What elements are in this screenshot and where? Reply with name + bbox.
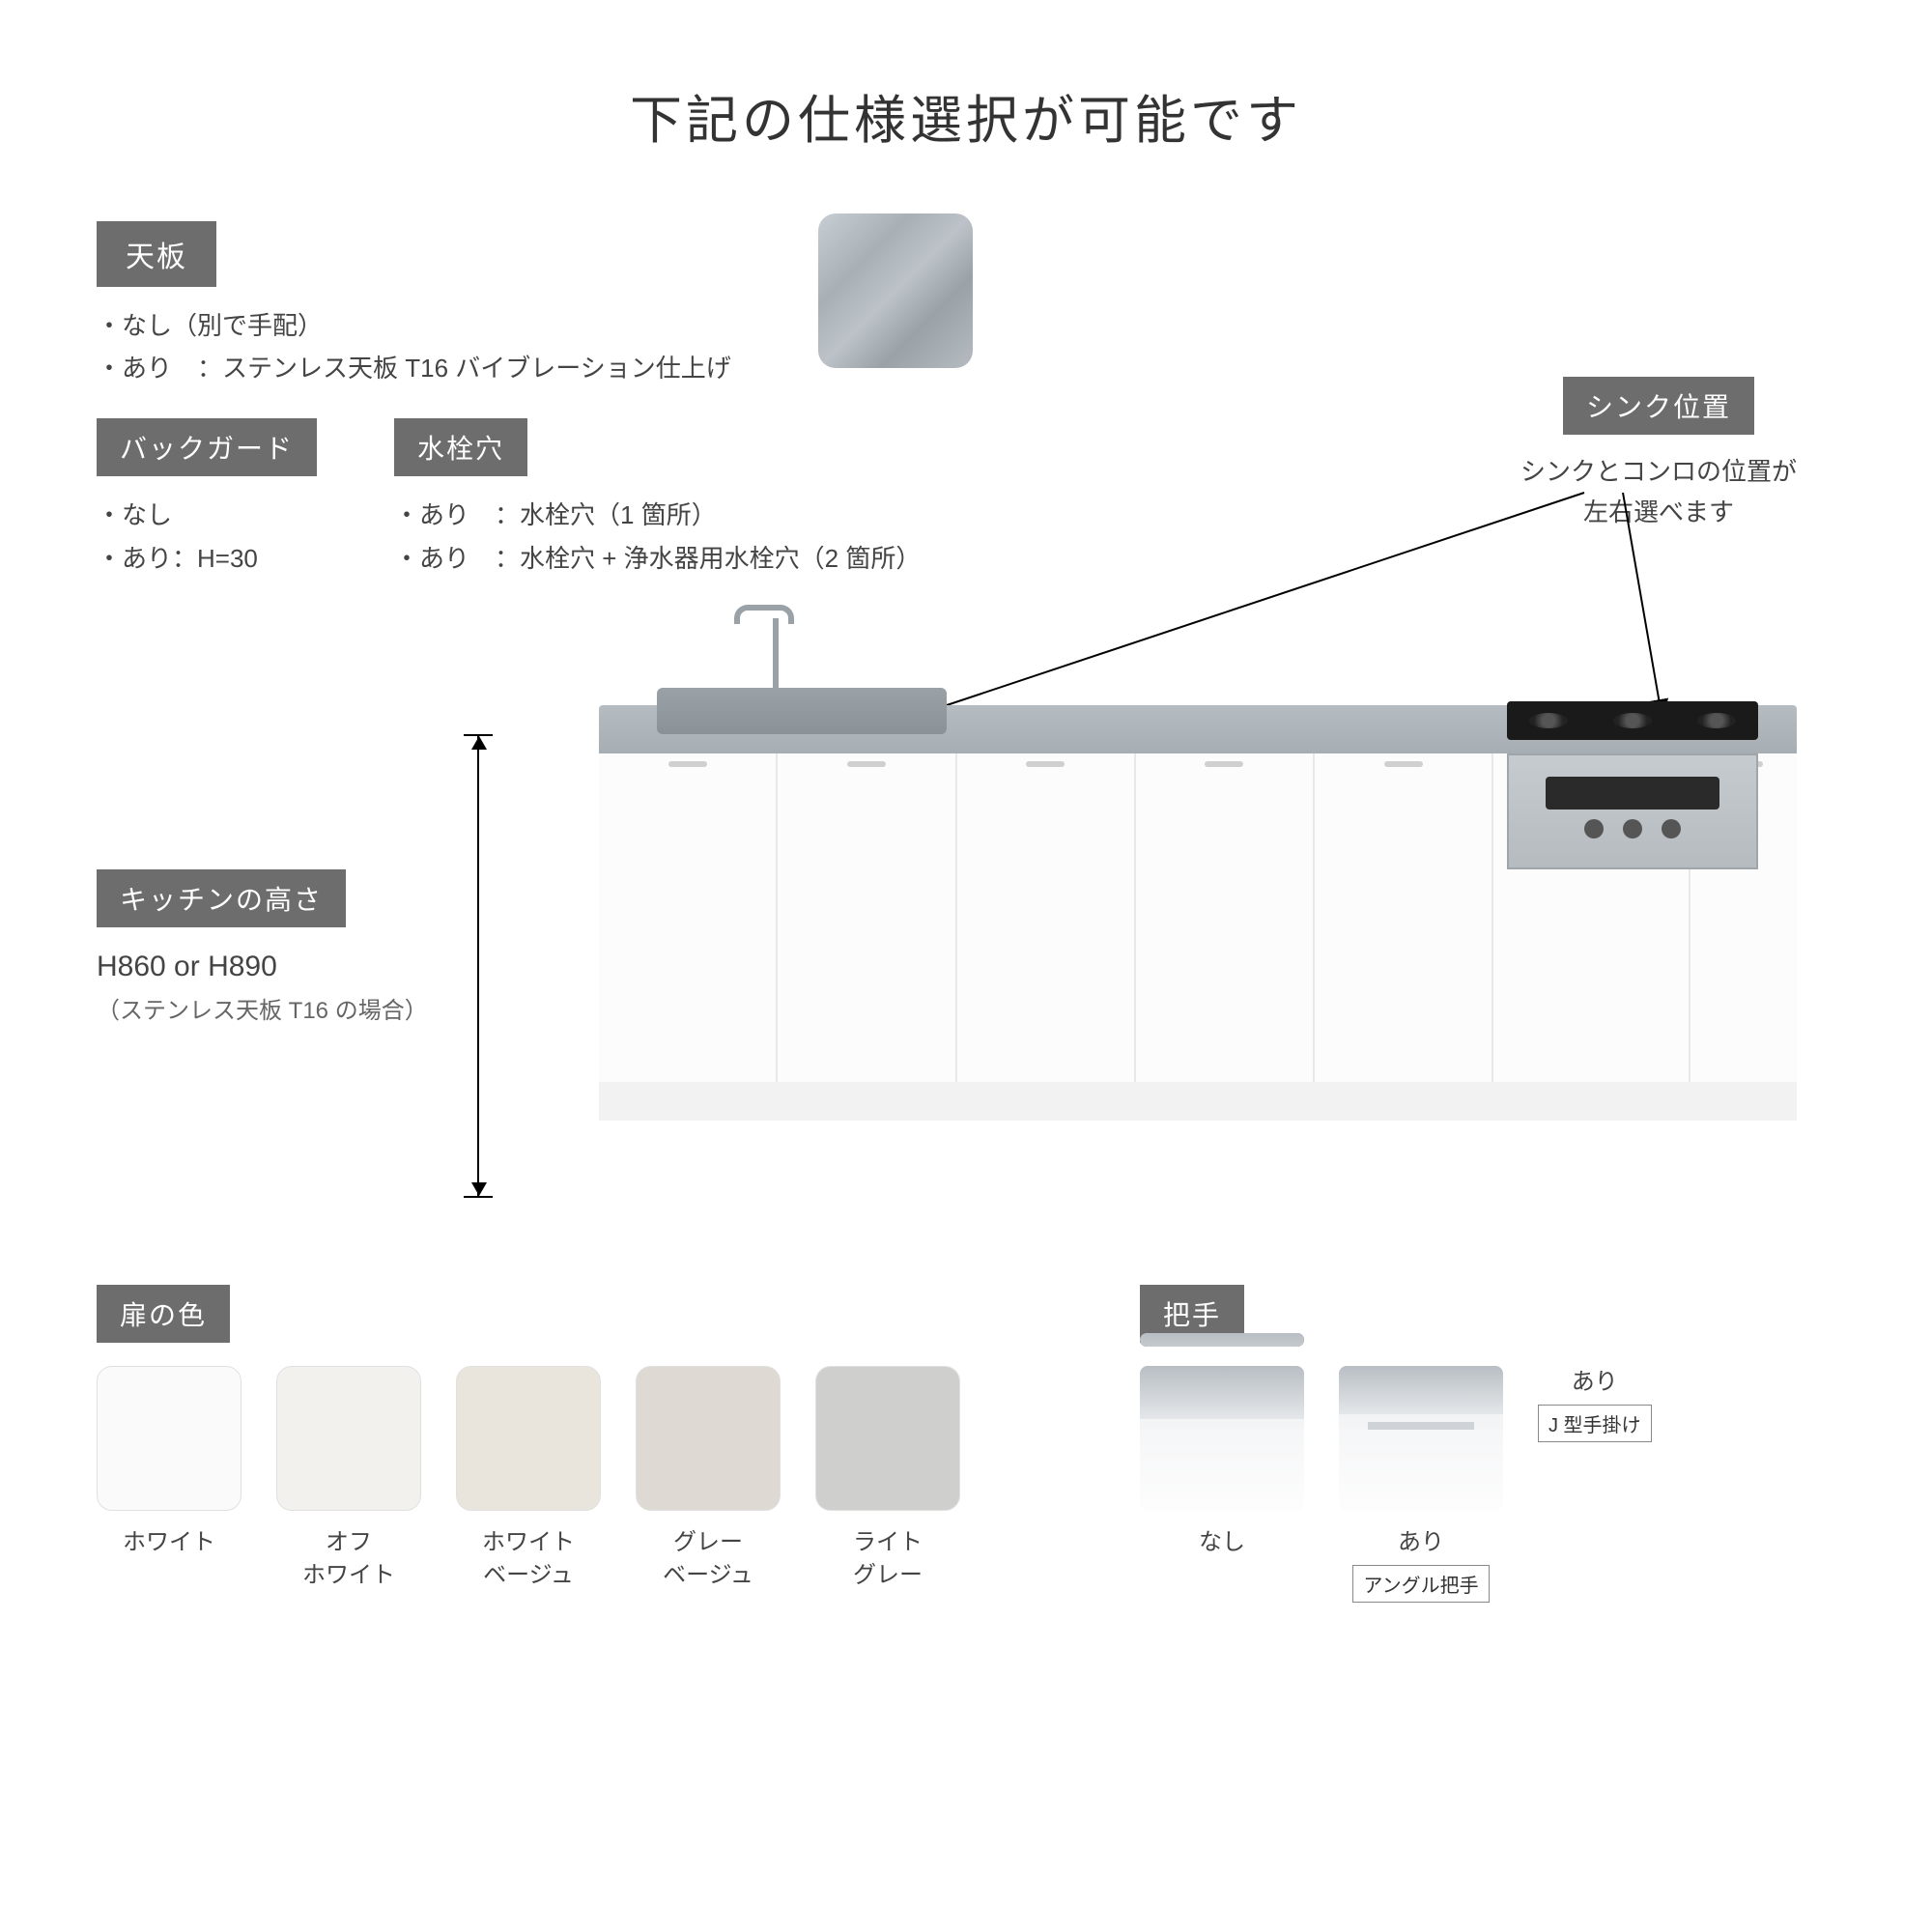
cabinet-door	[778, 753, 956, 1082]
backguard-tag: バックガード	[97, 418, 317, 476]
burner-icon	[1613, 713, 1652, 728]
oven-window-icon	[1546, 777, 1719, 810]
color-swatch-box	[815, 1366, 960, 1511]
faucet-hole-tag: 水栓穴	[394, 418, 527, 476]
door-color-swatch: ライトグレー	[815, 1366, 960, 1591]
sink-position-desc: シンクとコンロの位置が 左右選べます	[1520, 452, 1797, 532]
plinth	[599, 1082, 1797, 1121]
page-root: 下記の仕様選択が可能です 天板 なし（別で手配） あり ：ステンレス天板 T16…	[0, 0, 1932, 1932]
handle-block: 把手 なしありアングル把手ありJ 型手掛け	[1140, 1285, 1652, 1603]
handle-label: あり	[1339, 1526, 1503, 1559]
kitchen-illustration	[599, 618, 1797, 1121]
burner-icon	[1529, 713, 1568, 728]
backguard-options: なし あり：H=30	[97, 494, 317, 579]
handle-label: あり	[1538, 1366, 1652, 1399]
color-swatch-box	[97, 1366, 242, 1511]
color-swatch-box	[456, 1366, 601, 1511]
door-color-tag: 扉の色	[97, 1285, 230, 1343]
kitchen-height-value: H860 or H890	[97, 951, 428, 983]
handle-option: ありアングル把手	[1339, 1366, 1503, 1603]
page-title: 下記の仕様選択が可能です	[97, 77, 1835, 154]
cabinet-door	[957, 753, 1136, 1082]
color-swatch-label: ホワイト	[97, 1526, 242, 1559]
text-line: 左右選べます	[1520, 493, 1797, 533]
cabinet-door	[1136, 753, 1315, 1082]
door-color-swatch: グレーベージュ	[636, 1366, 781, 1591]
hob-icon	[1507, 701, 1758, 740]
faucet-hole-options: あり ：水栓穴（1 箇所） あり ：水栓穴 + 浄水器用水栓穴（2 箇所）	[394, 494, 921, 579]
oven-front-icon	[1507, 753, 1758, 869]
handle-row: なしありアングル把手ありJ 型手掛け	[1140, 1366, 1652, 1603]
list-item: あり ：水栓穴（1 箇所）	[394, 494, 921, 536]
door-color-swatch: オフホワイト	[276, 1366, 421, 1591]
height-brace-icon	[464, 734, 493, 1198]
countertop-section: 天板 なし（別で手配） あり ：ステンレス天板 T16 バイブレーション仕上げ	[97, 221, 1835, 389]
color-swatch-label: ライトグレー	[815, 1526, 960, 1591]
knob-icon	[1584, 819, 1604, 838]
sink-position-tag: シンク位置	[1563, 377, 1754, 435]
kitchen-height-block: キッチンの高さ H860 or H890 （ステンレス天板 T16 の場合）	[97, 869, 428, 1025]
kitchen-height-note: （ステンレス天板 T16 の場合）	[97, 991, 428, 1025]
list-item: あり ：水栓穴 + 浄水器用水栓穴（2 箇所）	[394, 537, 921, 580]
handle-thumb-icon	[1140, 1333, 1304, 1347]
color-swatch-label: グレーベージュ	[636, 1526, 781, 1591]
door-color-swatch: ホワイトベージュ	[456, 1366, 601, 1591]
countertop-options: なし（別で手配） あり ：ステンレス天板 T16 バイブレーション仕上げ	[97, 304, 731, 389]
list-item: あり：H=30	[97, 537, 317, 580]
color-swatch-box	[276, 1366, 421, 1511]
color-swatch-box	[636, 1366, 781, 1511]
color-swatch-label: オフホワイト	[276, 1526, 421, 1591]
oven-knobs	[1509, 819, 1756, 838]
countertop-block: 天板 なし（別で手配） あり ：ステンレス天板 T16 バイブレーション仕上げ	[97, 221, 731, 389]
faucet-hole-block: 水栓穴 あり ：水栓穴（1 箇所） あり ：水栓穴 + 浄水器用水栓穴（2 箇所…	[394, 418, 921, 579]
door-color-block: 扉の色 ホワイト オフホワイトホワイトベージュグレーベージュライトグレー	[97, 1285, 960, 1591]
door-color-swatch: ホワイト	[97, 1366, 242, 1591]
kitchen-height-tag: キッチンの高さ	[97, 869, 346, 927]
sink-icon	[657, 688, 947, 734]
cabinet-door	[1315, 753, 1493, 1082]
handle-option: なし	[1140, 1366, 1304, 1603]
knob-icon	[1662, 819, 1681, 838]
text-line: シンクとコンロの位置が	[1520, 452, 1797, 493]
door-color-row: ホワイト オフホワイトホワイトベージュグレーベージュライトグレー	[97, 1366, 960, 1591]
countertop-tag: 天板	[97, 221, 216, 287]
list-item: なし（別で手配）	[97, 304, 731, 347]
knob-icon	[1623, 819, 1642, 838]
burner-icon	[1697, 713, 1736, 728]
sink-position-block: シンク位置 シンクとコンロの位置が 左右選べます	[1520, 377, 1797, 532]
handle-label: なし	[1140, 1526, 1304, 1559]
handle-thumb-icon	[1140, 1366, 1304, 1511]
handle-sublabel: J 型手掛け	[1538, 1405, 1652, 1442]
color-swatch-label: ホワイトベージュ	[456, 1526, 601, 1591]
backguard-block: バックガード なし あり：H=30	[97, 418, 317, 579]
list-item: なし	[97, 494, 317, 536]
handle-thumb-icon	[1339, 1366, 1503, 1511]
cabinet-door	[599, 753, 778, 1082]
handle-option: あり J 型手掛け	[1538, 1366, 1652, 1603]
handle-sublabel: アングル把手	[1352, 1565, 1489, 1603]
list-item: あり ：ステンレス天板 T16 バイブレーション仕上げ	[97, 347, 731, 389]
countertop-swatch	[818, 213, 973, 368]
